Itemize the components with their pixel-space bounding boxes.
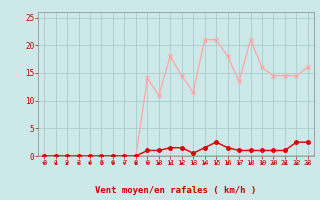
X-axis label: Vent moyen/en rafales ( km/h ): Vent moyen/en rafales ( km/h ) — [95, 186, 257, 195]
